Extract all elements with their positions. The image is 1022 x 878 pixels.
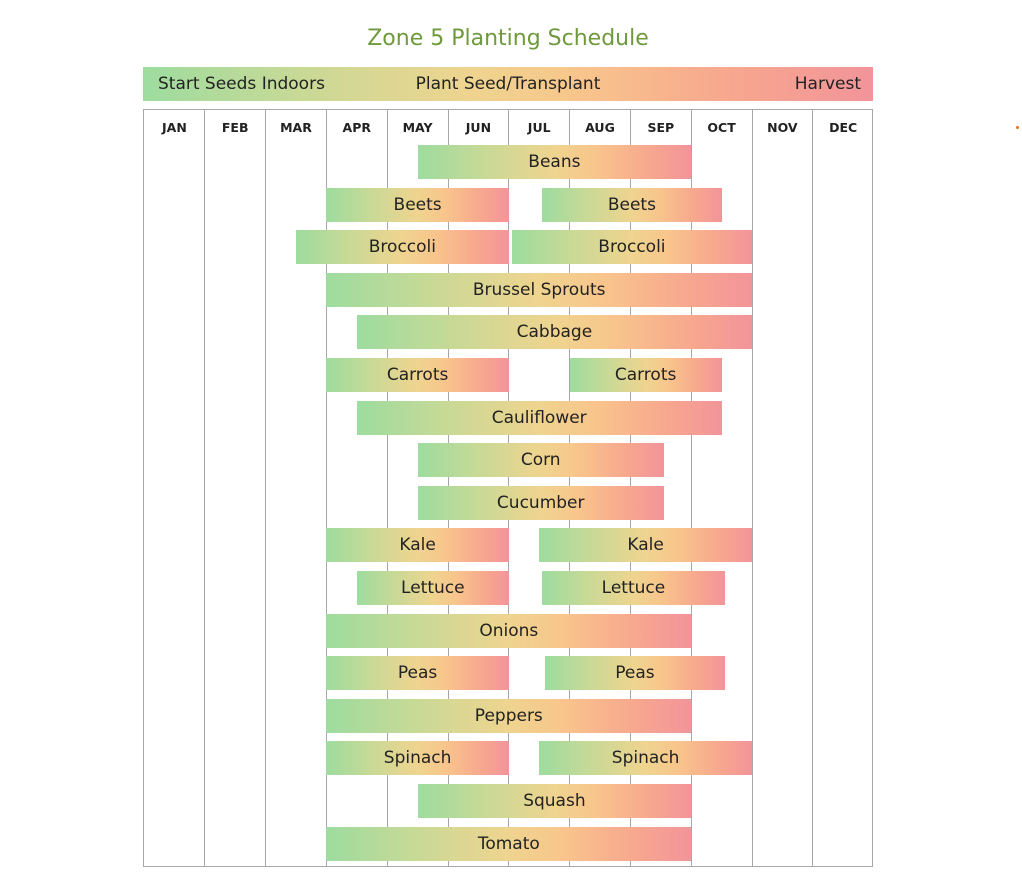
- bar-carrots: [569, 358, 722, 392]
- bar-broccoli: [511, 230, 752, 265]
- bar-beets: [542, 187, 722, 222]
- bar-beans: [417, 145, 692, 179]
- bar-cucumber: [417, 485, 664, 520]
- bar-kale: [539, 528, 752, 563]
- month-label-sep: SEP: [647, 120, 675, 135]
- bar-label-onions: Onions: [479, 620, 539, 641]
- bar-label-beets: Beets: [393, 194, 442, 215]
- bar-label-brussel-sprouts: Brussel Sprouts: [472, 279, 606, 300]
- month-gridline: [812, 110, 814, 866]
- bar-tomato: [326, 826, 692, 861]
- bar-peas: [326, 656, 509, 691]
- bar-corn: [417, 443, 664, 478]
- bar-label-kale: Kale: [627, 535, 664, 556]
- bar-beets: [326, 187, 509, 222]
- bar-spinach: [326, 741, 509, 776]
- bar-label-broccoli: Broccoli: [368, 237, 437, 258]
- month-gridline: [386, 110, 388, 866]
- bar-label-lettuce: Lettuce: [401, 578, 465, 598]
- bar-label-carrots: Carrots: [614, 365, 677, 385]
- bar-label-beans: Beans: [528, 152, 581, 172]
- legend-start-seeds: Start Seeds Indoors: [158, 74, 325, 94]
- month-gridline: [751, 110, 753, 866]
- bar-label-corn: Corn: [520, 450, 561, 471]
- bar-spinach: [539, 741, 752, 776]
- bar-label-peppers: Peppers: [474, 705, 543, 726]
- month-gridline: [265, 110, 267, 866]
- bar-carrots: [326, 358, 509, 392]
- bar-cauliflower: [356, 400, 722, 435]
- bar-squash: [417, 784, 692, 818]
- accent-dot: [1016, 126, 1019, 129]
- month-label-feb: FEB: [221, 120, 249, 135]
- month-label-mar: MAR: [280, 120, 312, 135]
- month-label-apr: APR: [342, 120, 372, 135]
- month-label-jul: JUL: [527, 120, 551, 135]
- bar-label-carrots: Carrots: [386, 365, 449, 385]
- bar-label-peas: Peas: [615, 663, 655, 684]
- bar-broccoli: [296, 230, 509, 265]
- bar-label-spinach: Spinach: [611, 748, 680, 769]
- legend-harvest: Harvest: [794, 74, 861, 94]
- bar-lettuce: [542, 571, 725, 605]
- bar-label-beets: Beets: [607, 194, 656, 215]
- bar-label-tomato: Tomato: [477, 833, 540, 854]
- month-label-may: MAY: [402, 120, 433, 135]
- month-gridline: [204, 110, 206, 866]
- month-gridline: [325, 110, 327, 866]
- bar-kale: [326, 528, 509, 563]
- bar-peppers: [326, 698, 692, 733]
- bar-label-cauliflower: Cauliflower: [491, 407, 587, 428]
- bar-cabbage: [356, 315, 752, 350]
- month-label-nov: NOV: [767, 120, 798, 135]
- bar-label-cabbage: Cabbage: [516, 322, 593, 343]
- bar-label-cucumber: Cucumber: [496, 492, 585, 513]
- schedule-chart: JAN FEB MAR APR MAY JUN JUL AUG SEP OCT NOV DEC Bean…: [143, 109, 873, 867]
- chart-title: Zone 5 Planting Schedule: [367, 26, 649, 51]
- bar-label-kale: Kale: [399, 535, 436, 556]
- bar-label-lettuce: Lettuce: [601, 578, 666, 598]
- bar-peas: [545, 656, 725, 691]
- month-label-dec: DEC: [829, 120, 858, 135]
- month-label-jan: JAN: [162, 120, 187, 135]
- bar-brussel-sprouts: [326, 272, 752, 307]
- month-label-jun: JUN: [465, 120, 492, 135]
- month-gridline: [690, 110, 692, 866]
- month-label-aug: AUG: [585, 120, 615, 135]
- month-label-oct: OCT: [707, 120, 736, 135]
- bar-lettuce: [356, 571, 509, 605]
- bar-onions: [326, 613, 692, 648]
- bar-label-squash: Squash: [523, 791, 586, 811]
- legend-plant-transplant: Plant Seed/Transplant: [415, 74, 601, 94]
- bar-label-peas: Peas: [397, 663, 438, 684]
- legend-bar: Start Seeds Indoors Plant Seed/Transplan…: [143, 67, 873, 101]
- bar-label-spinach: Spinach: [383, 748, 452, 769]
- bar-label-broccoli: Broccoli: [598, 237, 666, 258]
